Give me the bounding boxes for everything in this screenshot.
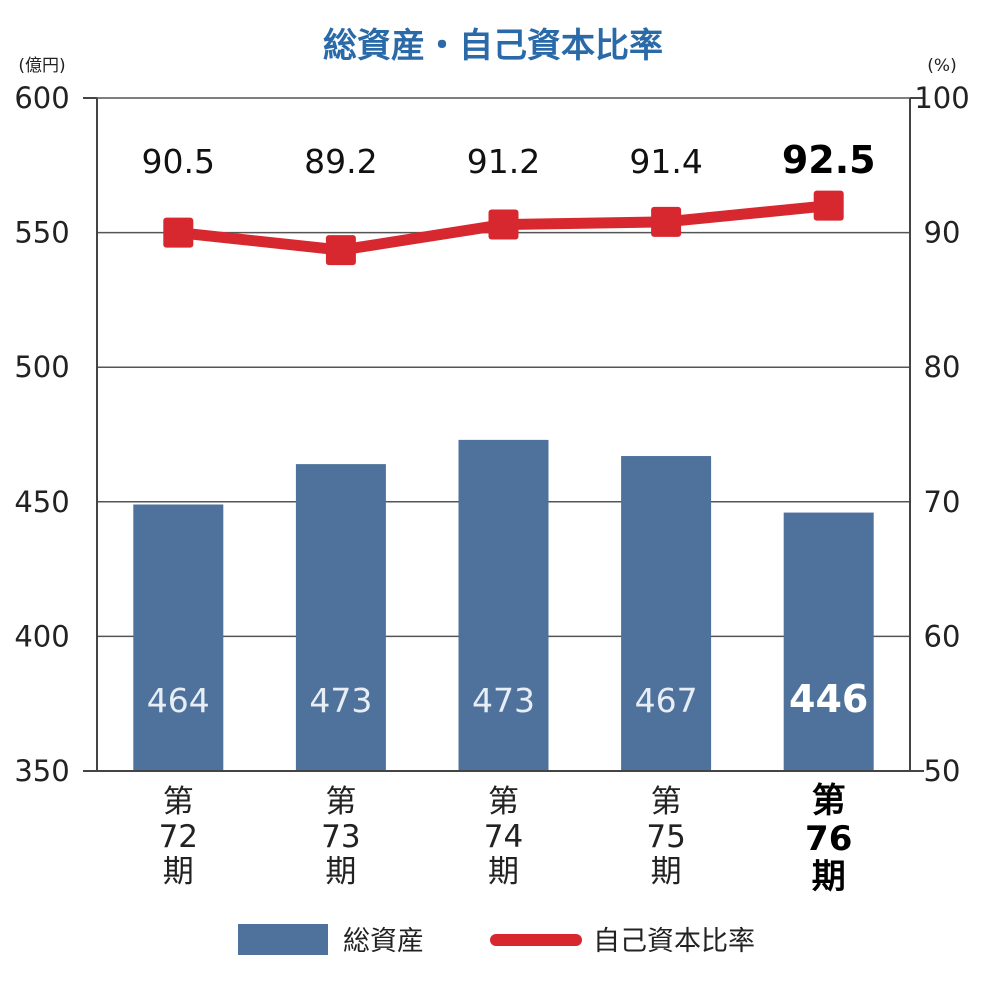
- category-label: 第 73 期: [321, 784, 360, 890]
- category-label-line: 第: [812, 781, 846, 821]
- category-label-line: 第: [163, 784, 194, 820]
- category-label: 第 74 期: [484, 784, 523, 890]
- axes: [83, 97, 924, 772]
- bar: [295, 464, 386, 771]
- category-label: 第 76 期: [805, 781, 852, 897]
- ratio-value-label: 91.2: [467, 142, 540, 181]
- ratio-marker: [813, 190, 844, 221]
- ratio-marker: [488, 209, 519, 240]
- right-tick-label: 100: [914, 81, 969, 115]
- right-tick-label: 70: [924, 485, 961, 519]
- category-label-line: 期: [812, 857, 846, 897]
- left-tick-label: 600: [14, 81, 69, 115]
- bar-series: [133, 439, 874, 771]
- category-label-line: 第: [325, 784, 356, 820]
- gridlines: [97, 97, 910, 638]
- ratio-marker: [325, 235, 356, 266]
- bar: [621, 456, 712, 771]
- category-label-line: 75: [646, 819, 685, 855]
- category-label-line: 74: [484, 819, 523, 855]
- left-tick-label: 550: [14, 216, 69, 250]
- legend-label-assets: 総資産: [343, 926, 424, 957]
- right-axis-unit: (%): [927, 56, 956, 76]
- left-tick-label: 400: [14, 619, 69, 653]
- bar: [783, 512, 874, 771]
- category-label-line: 第: [488, 784, 519, 820]
- category-label-line: 72: [159, 819, 198, 855]
- asset-value-label: 467: [635, 681, 698, 720]
- bar: [458, 439, 549, 771]
- right-tick-label: 60: [924, 619, 961, 653]
- bar: [133, 504, 224, 771]
- ratio-value-label: 90.5: [142, 142, 215, 181]
- ratio-value-label: 92.5: [782, 138, 876, 182]
- asset-value-label: 473: [472, 681, 535, 720]
- data-labels: 90.5 89.2 91.2 91.4 92.5 464 473 473 467 446: [142, 138, 876, 721]
- chart-title: 総資産・自己資本比率: [323, 26, 663, 66]
- ratio-value-label: 89.2: [304, 142, 377, 181]
- category-label-line: 73: [321, 819, 360, 855]
- category-label: 第 75 期: [646, 784, 685, 890]
- category-label-line: 76: [805, 819, 852, 859]
- left-axis-unit: (億円): [18, 56, 65, 76]
- category-label-line: 期: [651, 854, 682, 890]
- category-label-line: 期: [488, 854, 519, 890]
- right-tick-label: 90: [924, 216, 961, 250]
- category-label-line: 第: [651, 784, 682, 820]
- right-tick-label: 50: [924, 754, 961, 788]
- left-tick-label: 500: [14, 350, 69, 384]
- right-tick-label: 80: [924, 350, 961, 384]
- legend-label-ratio: 自己資本比率: [593, 926, 755, 957]
- left-tick-label: 350: [14, 754, 69, 788]
- legend-swatch-assets: [238, 924, 328, 955]
- category-label-line: 期: [163, 854, 194, 890]
- asset-value-label: 464: [147, 681, 210, 720]
- category-label: 第 72 期: [159, 784, 198, 890]
- left-tick-label: 450: [14, 485, 69, 519]
- category-label-line: 期: [325, 854, 356, 890]
- line-series: [163, 190, 844, 266]
- asset-value-label: 446: [789, 677, 868, 721]
- legend: 総資産 自己資本比率: [238, 924, 755, 957]
- ratio-value-label: 91.4: [629, 142, 702, 181]
- ratio-marker: [163, 217, 194, 248]
- ratio-marker: [651, 206, 682, 237]
- asset-value-label: 473: [309, 681, 372, 720]
